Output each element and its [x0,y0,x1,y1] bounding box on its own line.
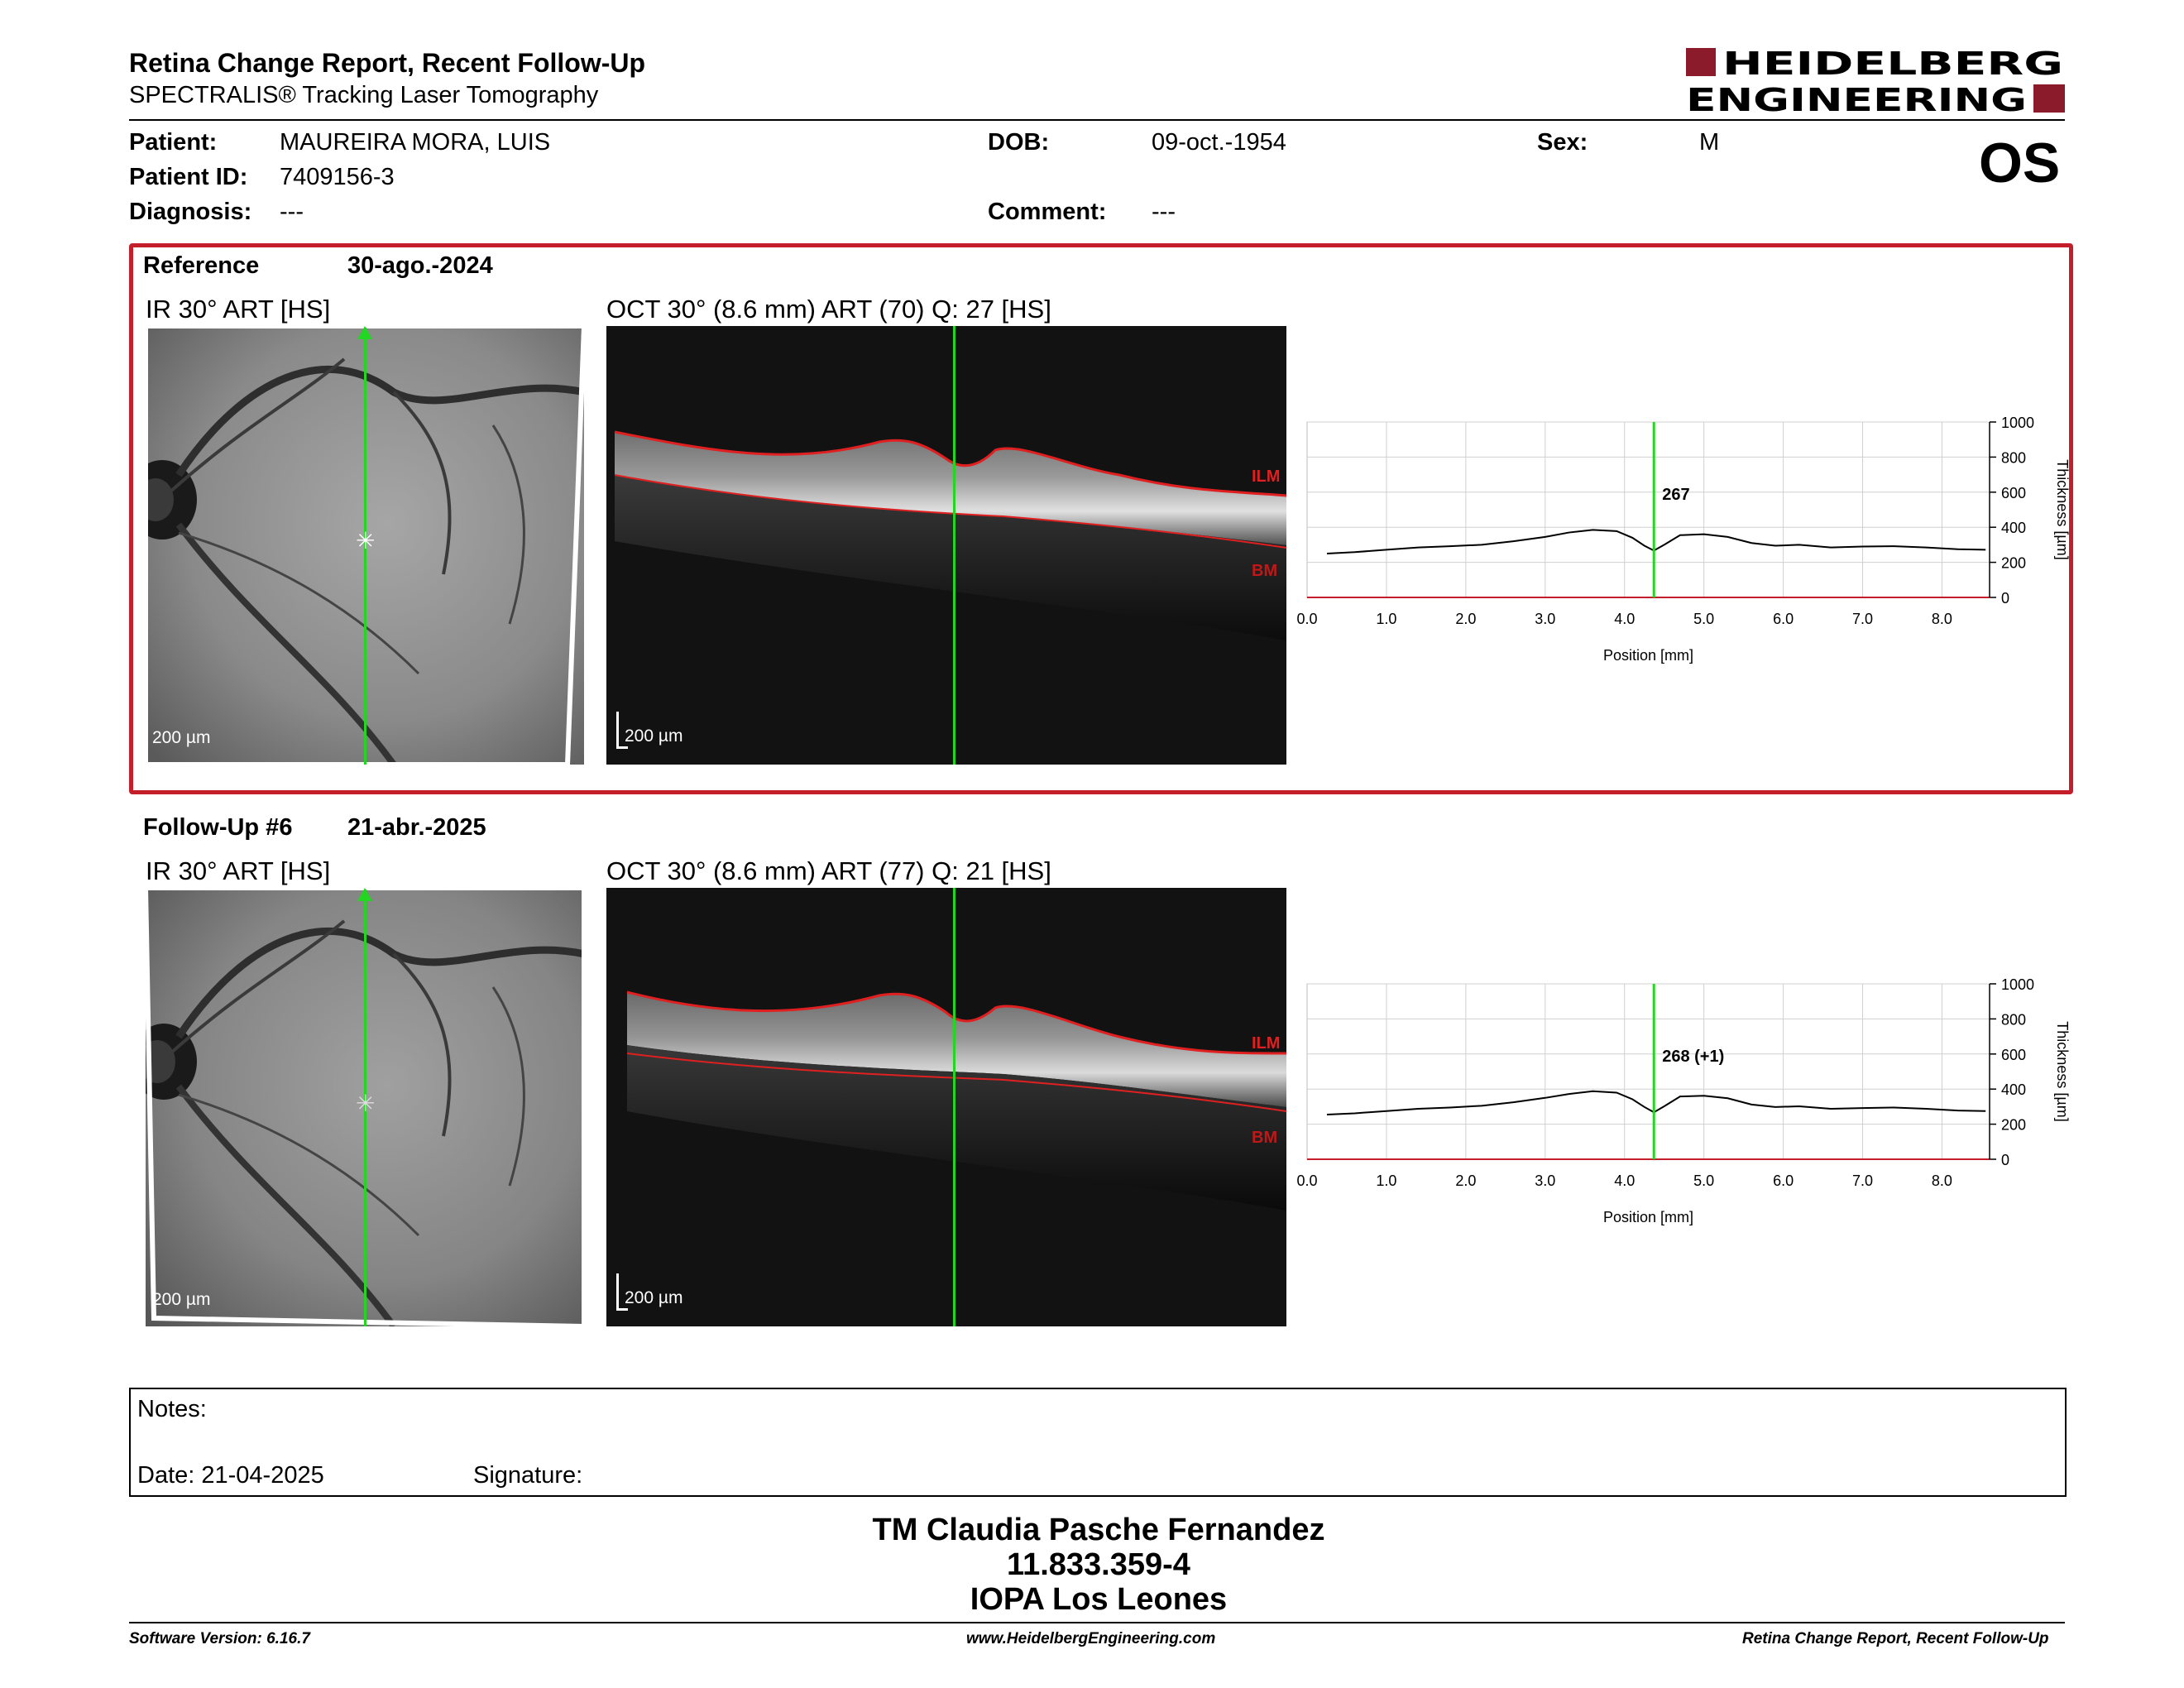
chart-ytick-label: 0 [2001,590,2009,607]
signoff-id: 11.833.359-4 [1007,1547,1190,1582]
reference-ir-title: IR 30° ART [HS] [146,295,331,324]
patient-name: MAUREIRA MORA, LUIS [280,129,551,156]
chart-marker-label: 267 [1662,486,1689,504]
eye-indicator: OS [1979,132,2061,194]
followup-ilm-label: ILM [1252,1034,1280,1053]
comment-label: Comment: [988,199,1107,225]
chart-xtick-label: 3.0 [1535,1172,1555,1189]
reference-ir-fovea-icon: ✳ [356,528,376,554]
reference-thickness-chart: 0 200 400 600 800 1000 0.0 1.0 2.0 3.0 4.0 5.0 6.0 7.… [1296,415,2071,664]
chart-xtick-label: 4.0 [1614,611,1635,627]
signoff-place: IOPA Los Leones [970,1582,1228,1617]
sex-value: M [1699,129,1720,156]
chart-xtick-label: 3.0 [1535,611,1555,627]
chart-ytick-label: 1000 [2001,415,2034,431]
chart-ytick-label: 600 [2001,485,2026,501]
reference-ir-scanline [364,328,366,765]
chart-ytick-label: 0 [2001,1152,2009,1168]
diagnosis-value: --- [280,199,304,225]
chart-xlabel: Position [mm] [1603,1209,1693,1225]
logo-line2: ENGINEERING [1686,82,2027,116]
notes-signature: Signature: [473,1462,583,1489]
reference-oct-title: OCT 30° (8.6 mm) ART (70) Q: 27 [HS] [606,295,1051,324]
chart-xtick-label: 5.0 [1693,611,1714,627]
chart-xtick-label: 8.0 [1932,611,1952,627]
report-title: Retina Change Report, Recent Follow-Up [129,48,646,78]
patient-label: Patient: [129,129,218,156]
followup-label: Follow-Up #6 [143,814,293,841]
signoff-name: TM Claudia Pasche Fernandez [872,1513,1325,1547]
chart-marker-label: 268 (+1) [1662,1048,1724,1066]
comment-value: --- [1152,199,1176,225]
chart-ytick-label: 400 [2001,520,2026,536]
chart-plot-area [1306,421,1990,598]
chart-xtick-label: 1.0 [1376,1172,1396,1189]
notes-date: Date: 21-04-2025 [137,1462,324,1489]
followup-ir-scanline [364,890,366,1326]
footer-report: Retina Change Report, Recent Follow-Up [1742,1630,2049,1647]
dob-label: DOB: [988,129,1050,156]
followup-ir-title: IR 30° ART [HS] [146,856,331,885]
chart-xtick-label: 8.0 [1932,1172,1952,1189]
reference-bm-label: BM [1252,562,1277,580]
followup-oct-scale: 200 µm [625,1288,683,1307]
sex-label: Sex: [1537,129,1588,156]
dob-value: 09-oct.-1954 [1152,129,1286,156]
reference-oct-scale: 200 µm [625,727,683,746]
followup-ir-scale: 200 µm [152,1290,211,1309]
reference-ir-scale: 200 µm [152,728,211,747]
followup-bm-label: BM [1252,1129,1277,1147]
reference-date: 30-ago.-2024 [347,252,493,279]
reference-frame [129,243,2073,794]
followup-oct-scanline [953,888,956,1326]
chart-ytick-label: 600 [2001,1047,2026,1063]
footer-website[interactable]: www.HeidelbergEngineering.com [966,1630,1216,1647]
chart-xtick-label: 6.0 [1773,611,1794,627]
followup-oct-title: OCT 30° (8.6 mm) ART (77) Q: 21 [HS] [606,856,1051,885]
chart-ytick-label: 200 [2001,555,2026,572]
chart-xtick-label: 0.0 [1296,611,1317,627]
reference-ilm-label: ILM [1252,468,1280,486]
chart-xtick-label: 7.0 [1852,611,1873,627]
chart-plot-area [1306,983,1990,1160]
chart-ytick-label: 400 [2001,1081,2026,1098]
chart-xlabel: Position [mm] [1603,647,1693,664]
chart-xtick-label: 2.0 [1455,611,1476,627]
chart-xtick-label: 0.0 [1296,1172,1317,1189]
chart-ytick-label: 800 [2001,1011,2026,1028]
chart-xtick-label: 4.0 [1614,1172,1635,1189]
chart-ylabel: Thickness [µm] [2054,459,2071,559]
followup-date: 21-abr.-2025 [347,814,486,841]
logo-line1: HEIDELBERG [1722,46,2063,82]
reference-label: Reference [143,252,260,279]
followup-oct-image: ILM BM 200 µm [606,888,1286,1326]
diagnosis-label: Diagnosis: [129,199,252,225]
footer-software: Software Version: 6.16.7 [129,1630,310,1647]
notes-label: Notes: [137,1396,207,1422]
reference-oct-scanline [953,326,956,765]
followup-ir-fovea-icon: ✳ [356,1091,376,1116]
heidelberg-logo: HEIDELBERG ENGINEERING [1686,46,2065,116]
followup-ir-arrow-icon [357,888,372,901]
notes-box: Notes: Date: 21-04-2025 Signature: [129,1388,2067,1497]
patient-id-label: Patient ID: [129,164,248,190]
chart-ytick-label: 200 [2001,1117,2026,1134]
chart-xtick-label: 2.0 [1455,1172,1476,1189]
chart-xtick-label: 7.0 [1852,1172,1873,1189]
chart-ytick-label: 800 [2001,449,2026,466]
chart-xtick-label: 1.0 [1376,611,1396,627]
chart-xtick-label: 5.0 [1693,1172,1714,1189]
reference-ir-arrow-icon [357,326,372,339]
report-subtitle: SPECTRALIS® Tracking Laser Tomography [129,82,599,108]
patient-id: 7409156-3 [280,164,395,190]
followup-thickness-chart: 0 200 400 600 800 1000 0.0 1.0 2.0 3.0 4.0 5.0 6.0 7.… [1296,976,2071,1225]
chart-xtick-label: 6.0 [1773,1172,1794,1189]
reference-oct-image: ILM BM 200 µm [606,326,1286,765]
chart-ylabel: Thickness [µm] [2054,1021,2071,1121]
chart-ytick-label: 1000 [2001,976,2034,993]
